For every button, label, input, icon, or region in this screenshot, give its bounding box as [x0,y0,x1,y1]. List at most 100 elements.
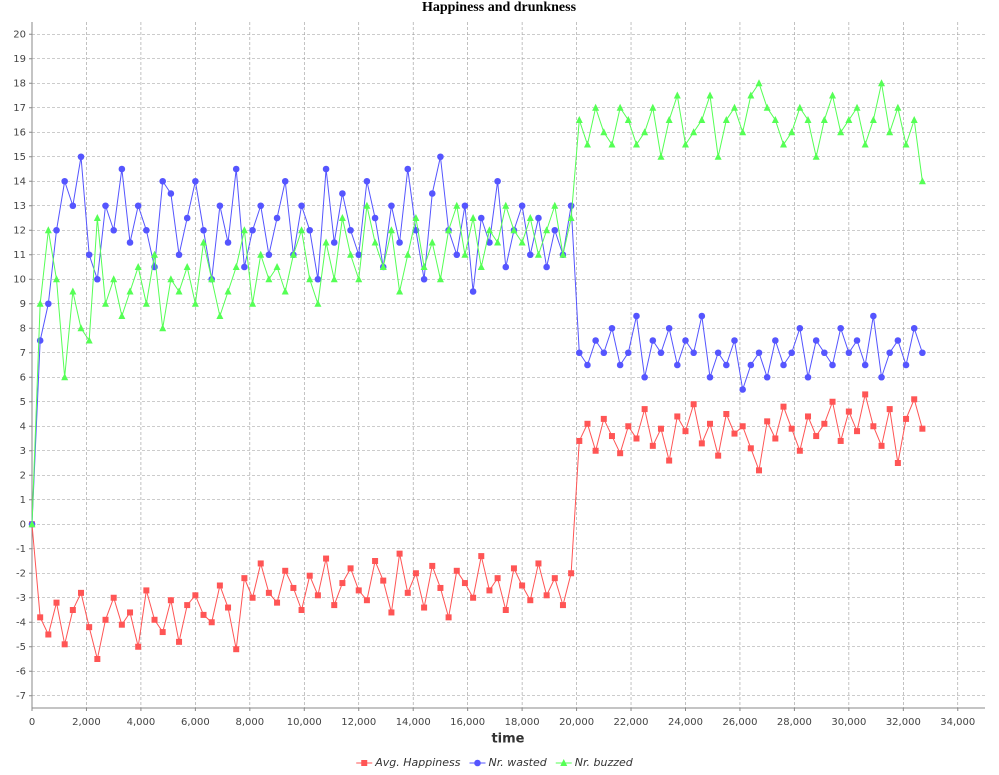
marker [903,415,910,422]
marker [666,457,673,464]
marker [878,442,885,449]
marker [919,349,926,357]
x-tick-label: 12,000 [341,717,376,728]
marker [331,602,338,609]
marker [657,152,665,160]
series-line [31,82,923,525]
marker [527,597,534,604]
marker [330,239,338,246]
x-tick-label: 8,000 [236,717,265,728]
marker [306,275,314,283]
marker [731,430,738,437]
marker [290,584,297,591]
y-tick-label: 4 [20,421,26,432]
marker [788,349,795,357]
marker [208,275,216,283]
x-tick-label: 18,000 [505,717,540,728]
marker [176,638,183,645]
marker [486,587,493,594]
marker [878,79,886,87]
marker [543,226,551,234]
series [29,391,926,662]
marker [265,251,273,259]
marker [265,275,273,283]
marker [208,619,215,626]
marker [257,560,264,567]
marker [298,607,305,613]
marker [747,91,755,99]
marker [812,337,820,344]
marker [183,214,191,222]
marker [429,562,436,569]
marker [36,337,44,344]
x-tick-label: 6,000 [181,717,210,728]
marker [45,631,52,638]
x-tick-label: 2,000 [72,717,101,728]
marker [37,614,44,621]
marker [608,433,615,440]
marker [723,411,730,417]
marker [641,406,648,413]
marker [93,214,101,221]
marker [526,214,534,221]
marker [126,239,134,246]
marker [85,336,93,344]
marker [200,226,207,234]
y-tick-label: 17 [13,103,26,114]
marker [127,609,134,616]
marker [869,116,877,123]
marker [143,587,150,594]
marker [167,190,175,197]
marker [355,587,362,594]
marker [306,226,314,234]
marker [135,643,142,650]
marker [445,226,453,234]
marker [77,324,85,332]
marker [665,116,673,123]
marker [657,425,664,432]
marker [837,324,844,332]
marker [151,616,158,623]
marker [396,239,403,246]
marker [772,435,779,442]
marker [240,226,248,234]
marker [592,103,600,111]
marker [878,373,885,381]
marker [225,604,232,611]
marker [412,214,420,221]
marker [437,153,444,161]
marker [175,251,183,259]
marker [722,116,730,123]
y-tick-label: 2 [20,470,26,481]
marker [845,349,853,357]
marker [870,312,877,320]
marker [747,445,754,452]
marker [788,425,795,432]
marker [118,312,126,319]
marker [118,621,125,628]
marker [224,239,232,246]
y-tick-label: 3 [20,446,26,457]
marker [592,447,599,454]
marker [739,128,747,136]
y-tick-label: 12 [13,225,26,236]
marker [641,128,649,136]
marker [821,420,828,427]
marker [616,103,624,111]
marker [608,140,616,148]
marker [339,190,346,197]
marker [69,287,77,295]
x-tick-label: 20,000 [559,717,594,728]
marker [829,398,836,405]
marker [739,423,746,430]
marker [257,202,265,210]
legend-label: Nr. wasted [488,756,547,769]
marker [494,238,502,246]
x-tick-label: 24,000 [668,717,703,728]
marker [477,214,485,222]
marker [257,250,265,258]
x-tick-label: 4,000 [127,717,156,728]
marker [371,238,379,246]
marker [600,128,608,136]
